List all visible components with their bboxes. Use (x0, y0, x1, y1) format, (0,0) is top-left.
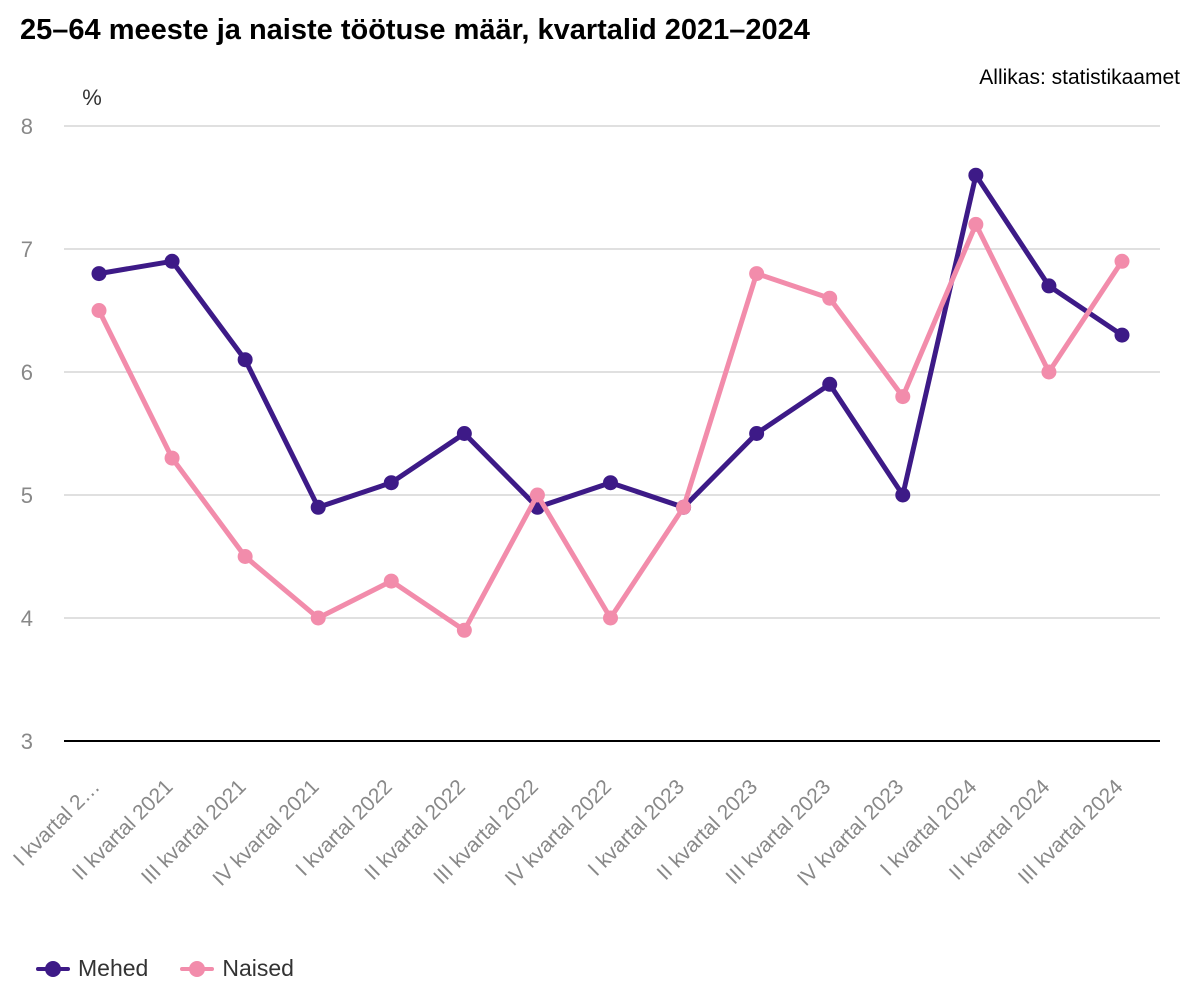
chart-title: 25–64 meeste ja naiste töötuse määr, kva… (20, 14, 810, 46)
data-point[interactable] (676, 499, 692, 515)
series (91, 167, 1130, 638)
legend-label: Mehed (78, 955, 149, 981)
data-point[interactable] (91, 303, 107, 318)
data-point[interactable] (895, 487, 911, 503)
data-point[interactable] (822, 376, 838, 392)
data-point[interactable] (237, 352, 253, 368)
legend-item-mehed[interactable]: Mehed (36, 955, 148, 982)
data-point[interactable] (1114, 253, 1130, 269)
y-axis-label: % (82, 85, 102, 110)
y-tick-label: 8 (21, 114, 33, 139)
data-point[interactable] (164, 253, 180, 269)
data-point[interactable] (164, 450, 180, 466)
y-axis-ticks: 3 4 5 6 7 8 (21, 114, 33, 754)
data-point[interactable] (603, 610, 618, 626)
data-point[interactable] (968, 216, 984, 232)
legend: Mehed Naised (36, 955, 326, 982)
y-tick-label: 5 (21, 483, 33, 508)
data-point[interactable] (968, 167, 984, 183)
legend-marker-icon (36, 959, 70, 979)
data-point[interactable] (749, 266, 765, 282)
legend-marker-icon (180, 959, 215, 979)
data-point[interactable] (310, 499, 326, 515)
data-point[interactable] (895, 389, 911, 405)
data-point[interactable] (603, 475, 618, 491)
series-line (96, 221, 1125, 633)
series-naised (91, 216, 1130, 638)
data-point[interactable] (456, 426, 472, 441)
line-chart: 3 4 5 6 7 8 % I kvartal 2…II kvartal 2021III … (9, 85, 1160, 891)
y-tick-label: 7 (21, 237, 33, 262)
data-point[interactable] (529, 487, 545, 503)
data-point[interactable] (91, 266, 107, 282)
gridlines (64, 125, 1160, 742)
data-point[interactable] (749, 426, 765, 441)
data-point[interactable] (1114, 327, 1130, 343)
y-tick-label: 6 (21, 360, 33, 385)
y-tick-label: 3 (21, 729, 33, 754)
data-point[interactable] (822, 290, 838, 306)
data-point[interactable] (237, 549, 253, 564)
data-point[interactable] (383, 475, 399, 491)
y-tick-label: 4 (21, 606, 33, 631)
data-point[interactable] (456, 622, 472, 638)
data-point[interactable] (310, 610, 326, 626)
legend-item-naised[interactable]: Naised (180, 955, 294, 982)
data-point[interactable] (1041, 278, 1057, 294)
data-point[interactable] (1041, 364, 1057, 380)
legend-label: Naised (222, 955, 294, 981)
data-point[interactable] (383, 573, 399, 589)
source-note: Allikas: statistikaamet (979, 66, 1180, 89)
